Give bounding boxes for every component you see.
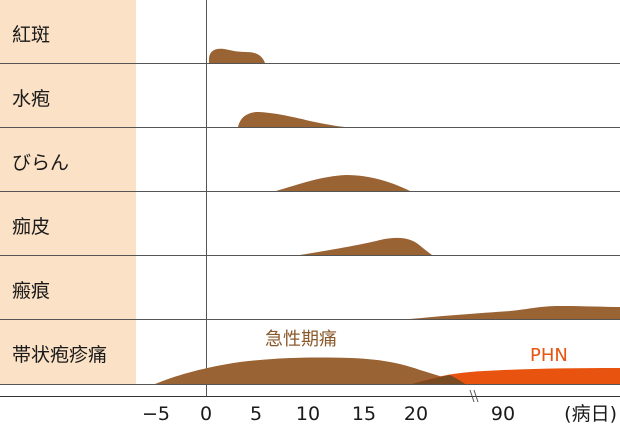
row-label-1: 水疱 xyxy=(12,88,50,110)
row-gridlines xyxy=(0,63,620,385)
annotation-acute-pain: 急性期痛 xyxy=(265,329,337,350)
tick-label-5: 5 xyxy=(250,403,262,425)
x-unit-label: (病日) xyxy=(564,403,617,425)
row-label-5: 帯状疱疹痛 xyxy=(12,344,107,366)
row-label-3: 痂皮 xyxy=(12,216,50,238)
area-erythema xyxy=(209,48,265,63)
area-erosion xyxy=(276,175,410,191)
tick-label-10: 10 xyxy=(296,403,320,425)
area-pain-overlap xyxy=(412,375,465,384)
tick-label-15: 15 xyxy=(352,403,376,425)
area-blister xyxy=(238,112,345,127)
area-pain-acute xyxy=(155,357,465,384)
area-scar xyxy=(410,306,620,319)
annotation-phn: PHN xyxy=(530,345,568,366)
row-label-2: びらん xyxy=(12,152,69,174)
row-label-4: 瘢痕 xyxy=(12,280,50,302)
area-pain-phn xyxy=(412,368,620,384)
area-crust xyxy=(300,237,432,255)
tick-label-20: 20 xyxy=(404,403,428,425)
tick-label-0: 0 xyxy=(200,403,212,425)
row-label-0: 紅斑 xyxy=(12,24,50,46)
tick-label-90: 90 xyxy=(491,403,515,425)
axis-break-icon xyxy=(469,389,479,403)
tick-label-minus5: −5 xyxy=(142,403,170,425)
